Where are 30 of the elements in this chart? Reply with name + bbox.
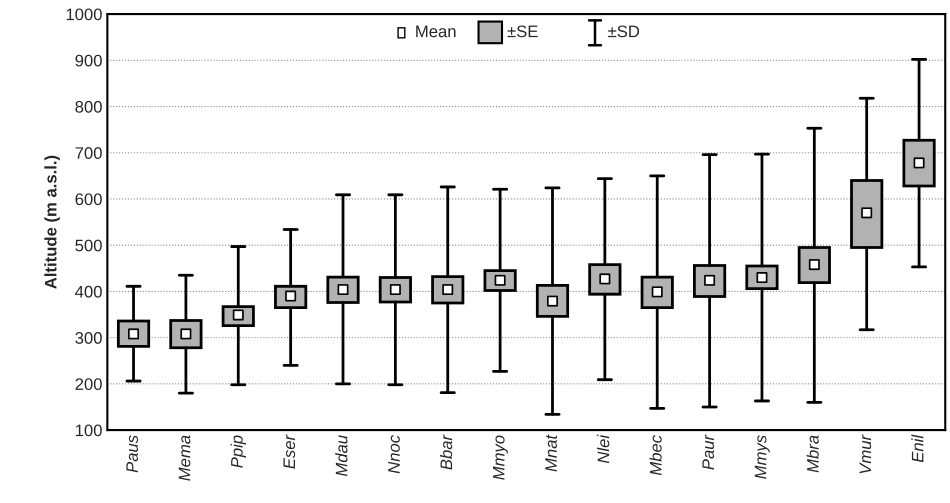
x-tick-label: Paus	[126, 435, 138, 472]
x-tick-label: Eser	[283, 434, 296, 469]
x-tick-label: Bbar	[440, 434, 452, 470]
y-tick-label: 900	[75, 54, 102, 67]
y-tick-label: 800	[75, 100, 102, 113]
x-tick-label: Mema	[178, 435, 190, 481]
x-tick-label: Paur	[702, 434, 714, 470]
x-tick-label: Mbra	[806, 435, 819, 472]
y-tick-label: 1000	[66, 8, 102, 20]
y-tick-label: 100	[76, 424, 102, 436]
x-tick-label: Mbec	[649, 435, 662, 476]
x-tick-label: Ppip	[230, 435, 246, 468]
x-tick-label: Nnoc	[388, 435, 400, 474]
annotation: ±SD	[608, 25, 640, 38]
y-tick-label: 300	[75, 332, 102, 344]
x-tick-label: Nlei	[597, 434, 610, 464]
y-tick-label: 200	[76, 378, 102, 390]
y-tick-label: 600	[76, 193, 102, 206]
x-tick-label: Enil	[911, 434, 924, 462]
annotation: ±SE	[508, 25, 538, 38]
y-tick-label: 700	[76, 147, 102, 159]
x-tick-label: Mmyo	[492, 435, 508, 480]
x-tick-label: Vmur	[860, 434, 872, 474]
x-tick-label: Mmys	[754, 435, 770, 479]
y-axis-title: Altitude (m a.s.l.)	[44, 156, 60, 289]
x-tick-label: Mdau	[335, 435, 348, 476]
y-tick-label: 500	[75, 240, 102, 252]
annotation: Mean	[416, 26, 456, 38]
x-tick-label: Mnat	[545, 434, 557, 472]
y-tick-label: 400	[75, 286, 102, 298]
